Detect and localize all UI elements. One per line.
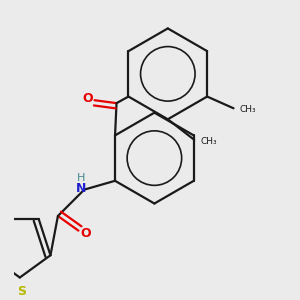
Text: N: N <box>76 182 86 195</box>
Text: CH₃: CH₃ <box>200 137 217 146</box>
Text: CH₃: CH₃ <box>239 105 256 114</box>
Text: O: O <box>80 227 91 240</box>
Text: S: S <box>17 285 26 298</box>
Text: H: H <box>77 173 86 184</box>
Text: O: O <box>82 92 92 105</box>
